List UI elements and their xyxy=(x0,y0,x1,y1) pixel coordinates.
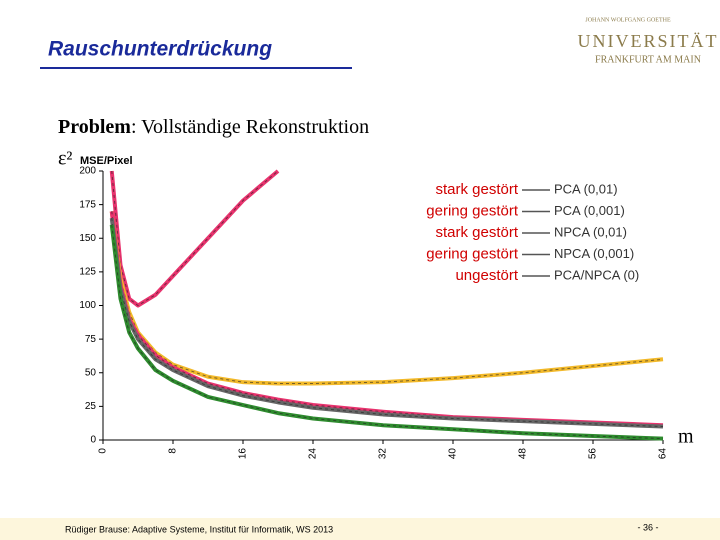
x-axis-label: m xyxy=(678,426,694,448)
x-tick-label: 56 xyxy=(588,448,599,460)
annotation: gering gestört xyxy=(426,245,519,262)
y-tick-label: 175 xyxy=(79,199,96,210)
series-line-core xyxy=(111,224,664,440)
x-tick-label: 48 xyxy=(518,448,529,460)
x-tick-label: 40 xyxy=(448,448,459,460)
problem-text: : Vollständige Rekonstruktion xyxy=(131,116,369,138)
annotation: stark gestört xyxy=(435,181,518,198)
y-symbol: ε² xyxy=(58,148,72,170)
y-tick-label: 125 xyxy=(79,267,96,278)
y-tick-label: 150 xyxy=(79,233,96,244)
y-tick-label: 100 xyxy=(79,300,96,311)
y-axis-label: MSE/Pixel xyxy=(80,155,133,167)
logo-main: UNIVERSITÄT xyxy=(578,31,719,51)
y-tick-label: 200 xyxy=(79,166,96,177)
slide-title: Rauschunterdrückung xyxy=(48,38,272,61)
annotation: ungestört xyxy=(455,267,518,284)
x-tick-label: 32 xyxy=(378,448,389,460)
x-tick-label: 8 xyxy=(168,448,179,454)
legend-label: PCA (0,01) xyxy=(554,181,618,196)
annotation: gering gestört xyxy=(426,202,519,219)
footer-author: Rüdiger Brause: Adaptive Systeme, Instit… xyxy=(65,524,333,534)
y-tick-label: 50 xyxy=(85,367,97,378)
series-line-core xyxy=(111,170,279,307)
logo-top: JOHANN WOLFGANG GOETHE xyxy=(585,17,671,23)
logo-sub: FRANKFURT AM MAIN xyxy=(595,54,701,65)
x-tick-label: 24 xyxy=(308,448,319,460)
y-tick-label: 75 xyxy=(85,334,97,345)
x-tick-label: 0 xyxy=(98,448,109,454)
x-tick-label: 16 xyxy=(238,448,249,460)
series-line-core xyxy=(111,211,664,385)
footer-bar xyxy=(0,518,720,540)
series-line-core xyxy=(111,218,664,428)
y-tick-label: 25 xyxy=(85,401,97,412)
annotation: stark gestört xyxy=(435,224,518,241)
legend-label: NPCA (0,01) xyxy=(554,224,627,239)
problem-line: Problem: Vollständige Rekonstruktion xyxy=(58,116,369,138)
x-tick-label: 64 xyxy=(658,448,669,460)
legend-label: NPCA (0,001) xyxy=(554,246,634,261)
legend-label: PCA (0,001) xyxy=(554,203,625,218)
problem-label: Problem xyxy=(58,116,131,138)
y-tick-label: 0 xyxy=(90,435,96,446)
legend-label: PCA/NPCA (0) xyxy=(554,267,639,282)
footer-page: - 36 - xyxy=(637,522,658,532)
